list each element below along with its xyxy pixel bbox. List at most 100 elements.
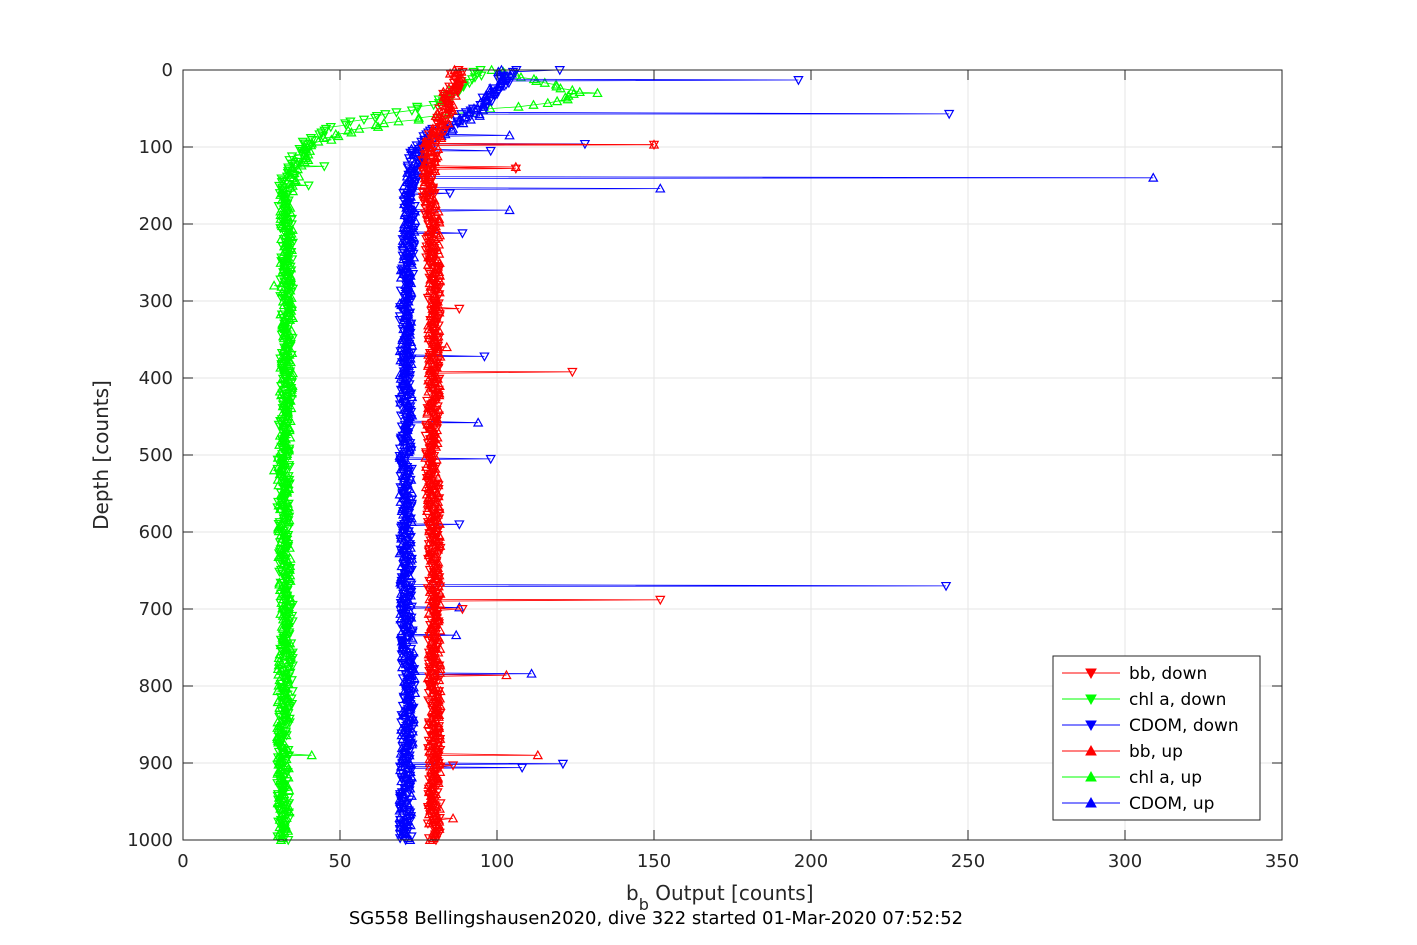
data-point xyxy=(450,90,461,100)
data-point xyxy=(406,612,417,622)
data-point xyxy=(404,610,415,620)
data-point xyxy=(268,280,280,290)
data-point xyxy=(433,580,444,591)
data-point xyxy=(425,365,436,376)
data-point xyxy=(283,713,294,723)
data-point xyxy=(395,272,407,282)
data-point xyxy=(406,565,417,576)
data-point xyxy=(434,803,445,813)
x-axis-label: bb Output [counts] xyxy=(626,881,814,914)
data-point xyxy=(418,161,430,172)
data-point xyxy=(370,113,381,124)
x-tick-label: 200 xyxy=(794,851,828,872)
data-point xyxy=(444,68,456,78)
data-point xyxy=(395,496,406,506)
data-point xyxy=(404,382,416,392)
data-point xyxy=(399,722,411,732)
data-point xyxy=(434,667,446,677)
data-point xyxy=(283,617,294,628)
data-point xyxy=(398,323,409,334)
data-point xyxy=(394,547,405,558)
data-point xyxy=(275,308,286,319)
data-point xyxy=(428,329,439,339)
legend-label: bb, down xyxy=(1129,664,1207,684)
data-point xyxy=(655,183,666,193)
data-point xyxy=(427,338,439,348)
data-point xyxy=(276,353,288,363)
data-point xyxy=(275,810,287,821)
data-point xyxy=(421,505,433,516)
data-point xyxy=(397,378,409,389)
data-point xyxy=(422,672,434,683)
data-point xyxy=(281,693,292,703)
data-point xyxy=(272,804,284,815)
data-point xyxy=(395,588,407,598)
data-point xyxy=(481,93,493,104)
data-point xyxy=(333,130,344,141)
data-point xyxy=(283,606,295,617)
data-point xyxy=(423,468,435,479)
data-point xyxy=(409,147,421,157)
data-point xyxy=(273,737,284,747)
data-point xyxy=(423,375,434,385)
data-point xyxy=(406,464,417,475)
data-point xyxy=(398,435,409,446)
data-point xyxy=(403,465,415,475)
data-point xyxy=(296,160,307,170)
data-point xyxy=(423,399,435,409)
data-point xyxy=(398,250,410,260)
data-point xyxy=(406,410,418,420)
data-point xyxy=(428,334,440,345)
data-point xyxy=(454,304,465,315)
data-point xyxy=(396,724,407,734)
data-point xyxy=(443,106,455,117)
data-point xyxy=(479,352,490,362)
data-point xyxy=(422,406,433,416)
data-point xyxy=(280,823,291,833)
data-point xyxy=(403,360,415,370)
data-point xyxy=(478,104,489,115)
data-point xyxy=(422,408,433,418)
data-point xyxy=(427,305,439,315)
data-point xyxy=(433,331,444,341)
data-point xyxy=(285,432,296,442)
data-point xyxy=(423,386,434,396)
data-point xyxy=(397,235,409,245)
data-point xyxy=(421,470,433,481)
data-point xyxy=(430,240,442,251)
data-point xyxy=(433,573,445,583)
data-point xyxy=(280,338,291,348)
data-point xyxy=(425,805,436,815)
data-point xyxy=(274,468,286,479)
data-point xyxy=(433,615,444,626)
data-point xyxy=(435,588,446,598)
data-point xyxy=(284,462,295,473)
data-point xyxy=(429,264,440,275)
data-point xyxy=(277,632,288,642)
data-point xyxy=(403,582,415,593)
data-point xyxy=(283,443,295,453)
data-point xyxy=(403,415,414,425)
data-point xyxy=(430,224,441,234)
y-tick-label: 200 xyxy=(139,214,173,235)
data-point xyxy=(400,621,411,631)
data-point xyxy=(539,77,551,87)
data-point xyxy=(397,705,409,716)
data-point xyxy=(399,224,411,234)
data-point xyxy=(278,470,290,481)
legend-label: chl a, up xyxy=(1129,768,1202,788)
data-point xyxy=(398,551,409,561)
data-point xyxy=(397,701,409,712)
data-point xyxy=(399,606,410,617)
data-point xyxy=(421,461,432,471)
data-point xyxy=(450,629,462,640)
data-point xyxy=(413,114,424,124)
data-point xyxy=(431,573,442,584)
legend-label: bb, up xyxy=(1129,742,1183,762)
data-point xyxy=(394,818,406,828)
data-point xyxy=(423,323,434,334)
data-point xyxy=(423,242,434,253)
y-tick-label: 300 xyxy=(139,291,173,312)
data-point xyxy=(404,443,415,453)
data-point xyxy=(283,501,295,512)
